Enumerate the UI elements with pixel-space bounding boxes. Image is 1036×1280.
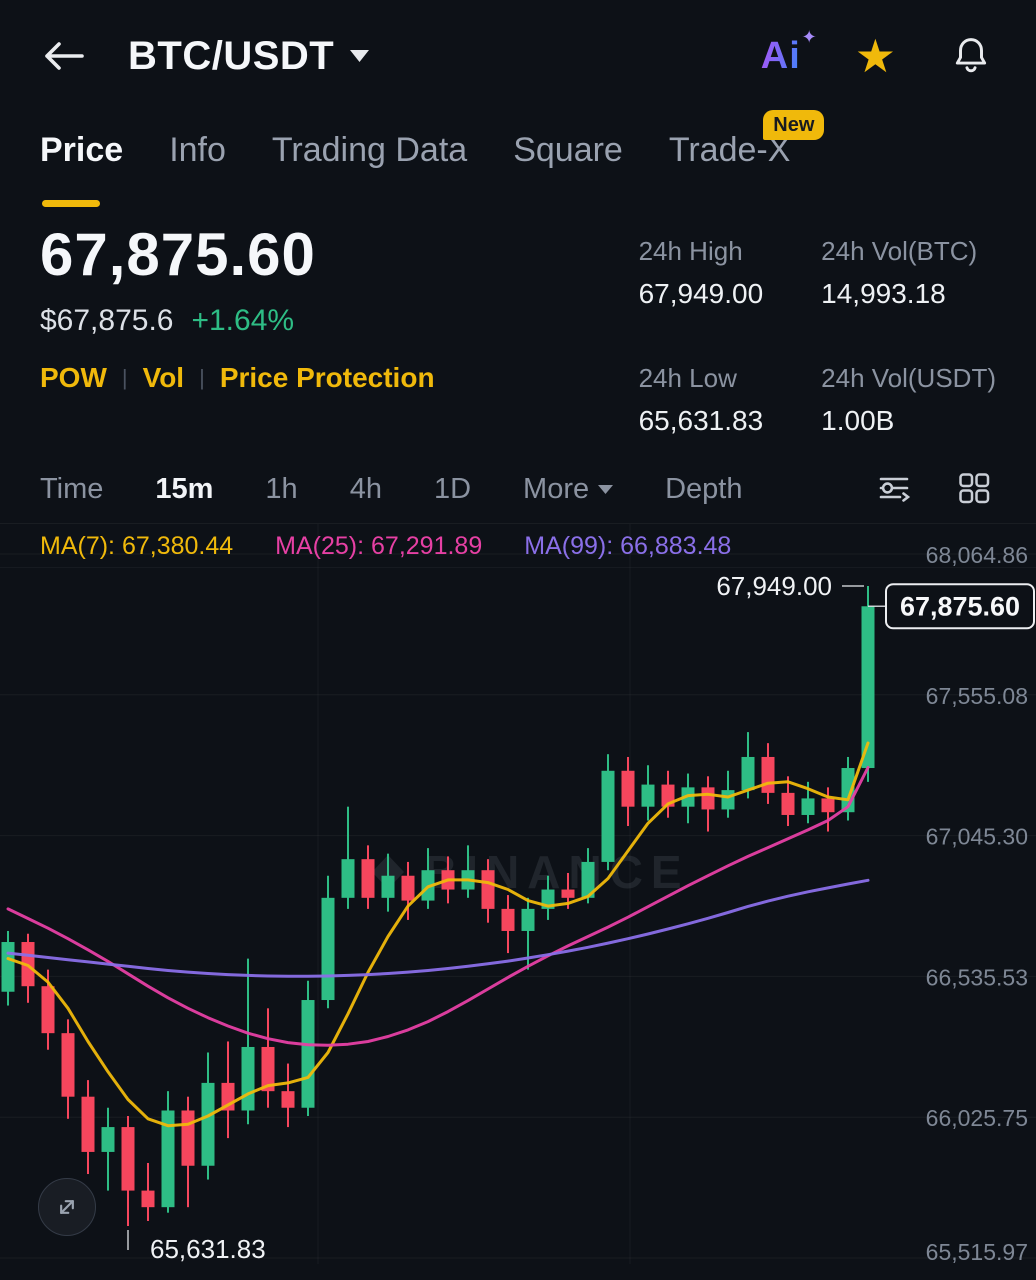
chevron-down-icon — [350, 50, 370, 62]
grid-layout-icon — [959, 472, 990, 503]
binance-watermark: BINANCE — [372, 846, 682, 898]
chart-layout-button[interactable] — [956, 470, 992, 509]
interval-15m[interactable]: 15m — [155, 472, 214, 505]
stats-grid: 24h High 67,949.00 24h Vol(BTC) 14,993.1… — [639, 222, 996, 454]
high-price-label: 67,949.00 — [716, 571, 832, 601]
indicator-settings-button[interactable] — [876, 470, 912, 509]
star-icon: ★ — [854, 30, 896, 82]
interval-1d[interactable]: 1D — [433, 472, 472, 505]
ma7-legend: MA(7): 67,380.44 — [40, 531, 234, 560]
current-price-badge[interactable]: 67,875.60 — [885, 583, 1035, 630]
tag-separator: | — [121, 365, 128, 390]
svg-text:67,875.60: 67,875.60 — [900, 591, 1020, 621]
tag-vol[interactable]: Vol — [142, 362, 185, 393]
price-change-percent: +1.64% — [191, 304, 295, 337]
pair-title: BTC/USDT — [128, 33, 335, 78]
stat-24h-vol-usdt: 24h Vol(USDT) 1.00B — [821, 363, 996, 436]
favorite-star-button[interactable]: ★ — [855, 33, 896, 79]
interval-time[interactable]: Time — [40, 472, 104, 505]
topbar-actions: Ai ✦ ★ — [760, 27, 992, 80]
expand-icon — [60, 1200, 74, 1214]
fullscreen-button[interactable] — [38, 1178, 96, 1236]
y-axis-label: 67,045.30 — [926, 824, 1028, 850]
tab-trading-data[interactable]: Trading Data — [271, 131, 468, 169]
stat-24h-vol-btc: 24h Vol(BTC) 14,993.18 — [821, 236, 978, 309]
new-badge: New — [763, 110, 825, 140]
back-button[interactable] — [40, 36, 86, 76]
interval-selector: Time 15m 1h 4h 1D More Depth — [0, 454, 1036, 524]
tab-price[interactable]: Price — [40, 128, 123, 207]
interval-1h[interactable]: 1h — [265, 472, 298, 505]
stat-24h-low: 24h Low 65,631.83 — [638, 363, 764, 436]
ma25-legend: MA(25): 67,291.89 — [275, 531, 483, 560]
price-block: 67,875.60 $67,875.6 +1.64% POW | Vol | P… — [40, 222, 435, 454]
stat-24h-high: 24h High 67,949.00 — [638, 236, 764, 309]
y-axis-label: 67,555.08 — [926, 683, 1028, 709]
topbar: BTC/USDT Ai ✦ ★ — [0, 0, 1036, 112]
pair-selector[interactable]: BTC/USDT — [128, 33, 370, 79]
ma-legend[interactable]: MA(7): 67,380.44 MA(25): 67,291.89 MA(99… — [0, 524, 1036, 568]
low-price-label: 65,631.83 — [150, 1234, 266, 1264]
interval-more[interactable]: More — [523, 473, 614, 506]
ma99-legend: MA(99): 66,883.48 — [524, 531, 732, 560]
y-axis-label: 65,515.97 — [926, 1239, 1028, 1264]
last-price: 67,875.60 — [40, 221, 316, 288]
grid-layer: 68,064.86 67,555.08 67,045.30 66,535.53 66,0… — [0, 524, 1036, 1264]
bell-icon — [955, 37, 987, 72]
chevron-down-icon — [598, 484, 614, 494]
interval-4h[interactable]: 4h — [349, 472, 382, 505]
tab-info[interactable]: Info — [169, 131, 226, 169]
tab-trade-x[interactable]: Trade-X New — [669, 110, 825, 172]
price-summary: 67,875.60 $67,875.6 +1.64% POW | Vol | P… — [0, 196, 1036, 454]
ai-assistant-button[interactable]: Ai ✦ — [760, 27, 817, 78]
ai-icon: Ai — [760, 34, 801, 77]
price-chart[interactable]: 68,064.86 67,555.08 67,045.30 66,535.53 66,0… — [0, 524, 1036, 1264]
tab-square[interactable]: Square — [513, 131, 623, 169]
sparkle-icon: ✦ — [801, 26, 817, 47]
ma7-line — [6, 741, 870, 1128]
candles-layer — [1, 586, 875, 1226]
tag-pow[interactable]: POW — [40, 362, 107, 393]
y-axis-label: 66,025.75 — [926, 1105, 1028, 1131]
ma25-line — [6, 766, 870, 1047]
tag-price-protection[interactable]: Price Protection — [219, 362, 435, 393]
back-arrow-icon — [45, 42, 84, 70]
y-axis-label: 68,064.86 — [926, 542, 1028, 568]
token-tags: POW | Vol | Price Protection — [40, 362, 435, 394]
tag-separator: | — [199, 365, 205, 390]
ma99-line — [6, 878, 870, 978]
indicator-settings-icon — [879, 477, 911, 502]
fiat-price: $67,875.6 — [40, 304, 174, 337]
chart-area: MA(7): 67,380.44 MA(25): 67,291.89 MA(99… — [0, 524, 1036, 1264]
y-axis-label: 66,535.53 — [926, 964, 1028, 990]
page-tabs: Price Info Trading Data Square Trade-X N… — [0, 110, 1036, 207]
interval-depth[interactable]: Depth — [665, 472, 743, 505]
notifications-button[interactable] — [950, 33, 992, 80]
